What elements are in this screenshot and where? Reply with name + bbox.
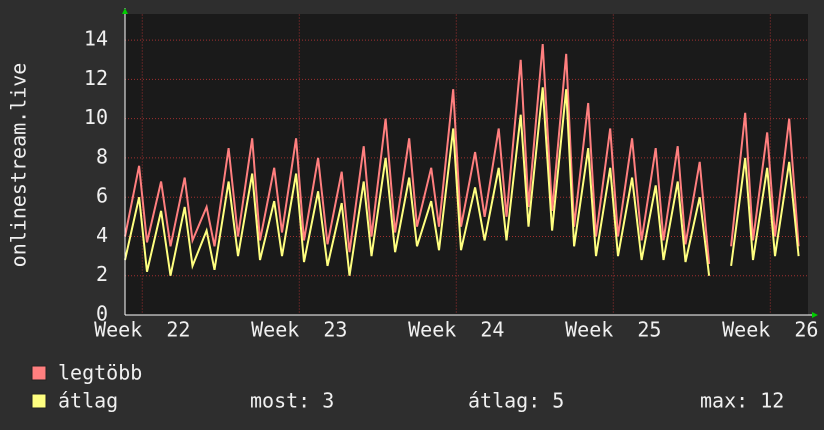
legend-swatch <box>31 393 47 409</box>
series-line <box>124 44 800 265</box>
y-tick-label: 12 <box>84 66 108 90</box>
y-tick-label: 4 <box>96 223 108 247</box>
x-tick-label: Week 22 <box>94 318 190 342</box>
x-tick-label: Week 23 <box>251 318 347 342</box>
plot-area <box>125 14 808 315</box>
y-axis-label: onlinestream.live <box>7 63 31 268</box>
y-tick-label: 10 <box>84 105 108 129</box>
legend-label: átlag <box>58 389 118 413</box>
y-tick-label: 2 <box>96 262 108 286</box>
x-tick-label: Week 24 <box>408 318 504 342</box>
x-tick-label: Week 25 <box>565 318 661 342</box>
series-line <box>124 87 800 276</box>
y-tick-label: 8 <box>96 144 108 168</box>
legend-label: legtöbb <box>58 361 142 385</box>
axis-arrow <box>812 312 818 318</box>
y-tick-label: 6 <box>96 184 108 208</box>
x-tick-label: Week 26 <box>722 318 818 342</box>
legend-swatch <box>31 365 47 381</box>
legend-stat: átlag: 5 <box>468 389 564 413</box>
legend-stat: most: 3 <box>250 389 334 413</box>
y-tick-label: 0 <box>96 302 108 326</box>
legend-stat: max: 12 <box>700 389 784 413</box>
axis-arrow <box>122 8 128 14</box>
y-tick-label: 14 <box>84 27 108 51</box>
